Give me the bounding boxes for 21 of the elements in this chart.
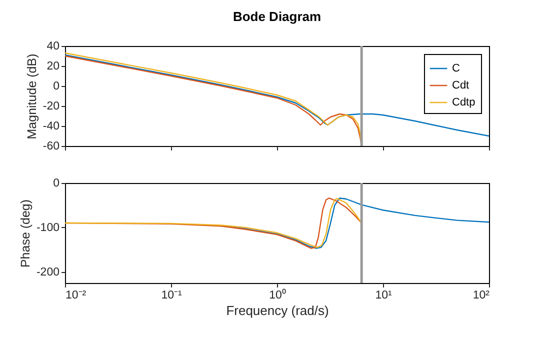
y-tick-label: -40 <box>42 120 60 132</box>
x-tick-label: 10⁻¹ <box>161 290 182 302</box>
y-tick-label: 0 <box>53 80 60 92</box>
legend-label: Cdtp <box>452 96 476 108</box>
x-tick-label: 10⁰ <box>269 288 286 302</box>
y-tick-label: -100 <box>36 222 60 234</box>
y-tick-label: -60 <box>42 140 60 152</box>
legend-label: Cdt <box>452 80 470 92</box>
y-tick-label: 40 <box>46 40 60 52</box>
y-axis-title: Magnitude (dB) <box>24 54 39 140</box>
x-tick-label: 10² <box>472 290 490 302</box>
y-tick-label: 0 <box>53 178 60 190</box>
y-tick-label: 20 <box>46 60 60 72</box>
legend-label: C <box>452 62 460 74</box>
x-axis-title: Frequency (rad/s) <box>226 303 329 318</box>
y-tick-label: -20 <box>42 100 60 112</box>
y-tick-label: -200 <box>36 266 60 278</box>
y-axis-title: Phase (deg) <box>18 199 32 268</box>
chart-title: Bode Diagram <box>232 9 322 24</box>
x-tick-label: 10¹ <box>375 290 392 302</box>
x-tick-label: 10⁻² <box>66 290 86 302</box>
